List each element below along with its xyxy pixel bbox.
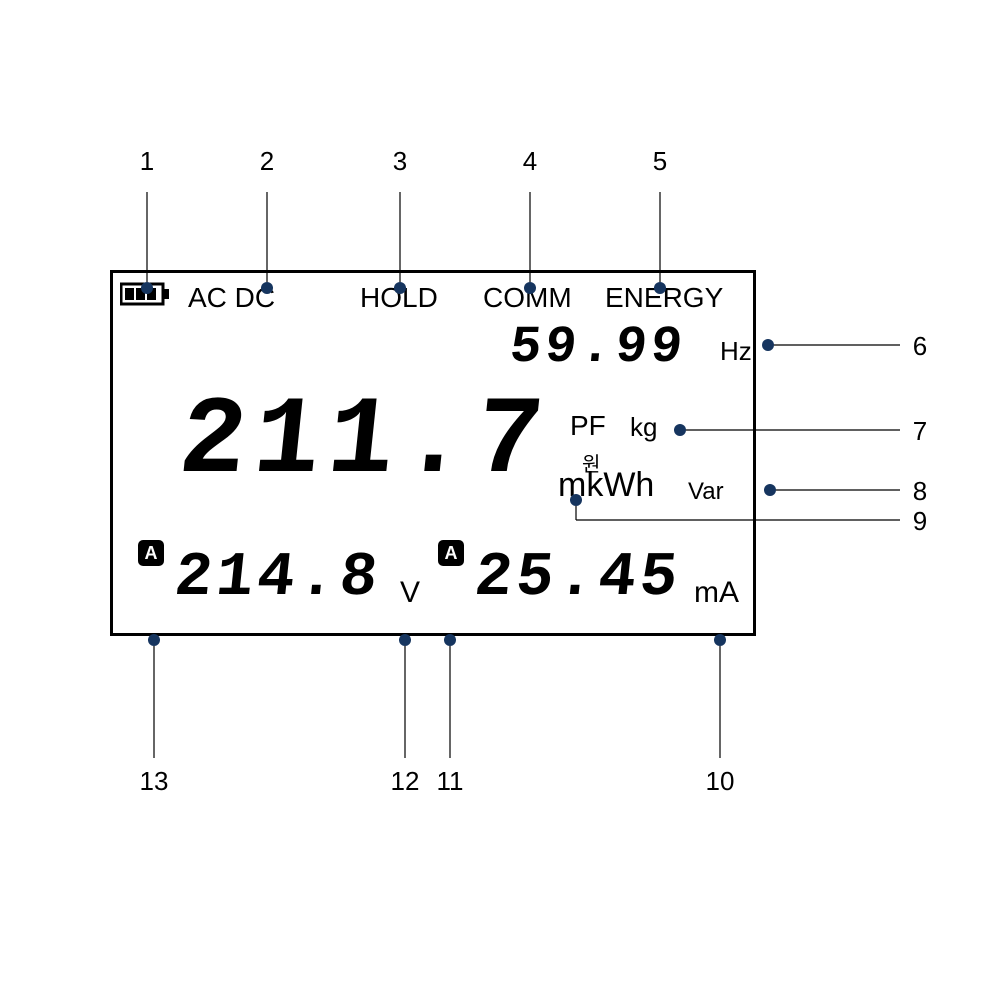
callout-10: 10	[705, 766, 735, 797]
indicator-ac-dc: AC DC	[188, 282, 275, 314]
indicator-mkwh: mkWh	[558, 466, 654, 505]
callout-9: 9	[905, 506, 935, 537]
unit-hz: Hz	[720, 336, 752, 367]
reading-main: 211.7	[173, 380, 556, 505]
indicator-kg: kg	[630, 412, 657, 443]
callout-7: 7	[905, 416, 935, 447]
indicator-hold: HOLD	[360, 282, 438, 314]
indicator-var: Var	[688, 478, 724, 506]
callout-6: 6	[905, 331, 935, 362]
unit-ma: mA	[694, 576, 739, 610]
callout-2: 2	[252, 146, 282, 177]
callout-4: 4	[515, 146, 545, 177]
callout-1: 1	[132, 146, 162, 177]
callout-13: 13	[139, 766, 169, 797]
reading-frequency: 59.99	[507, 318, 689, 377]
callout-11: 11	[435, 766, 465, 797]
auto-badge-voltage: A	[138, 540, 164, 566]
battery-icon	[120, 280, 172, 308]
indicator-energy: ENERGY	[605, 282, 723, 314]
unit-volt: V	[400, 576, 420, 610]
callout-5: 5	[645, 146, 675, 177]
callout-12: 12	[390, 766, 420, 797]
reading-voltage: 214.8	[171, 542, 384, 613]
indicator-comm: COMM	[483, 282, 572, 314]
callout-8: 8	[905, 476, 935, 507]
reading-current: 25.45	[471, 542, 684, 613]
callout-3: 3	[385, 146, 415, 177]
auto-badge-current: A	[438, 540, 464, 566]
indicator-pf: PF	[570, 410, 606, 442]
diagram-stage: AC DC HOLD COMM ENERGY 59.99 Hz 211.7 PF…	[0, 0, 1000, 1000]
